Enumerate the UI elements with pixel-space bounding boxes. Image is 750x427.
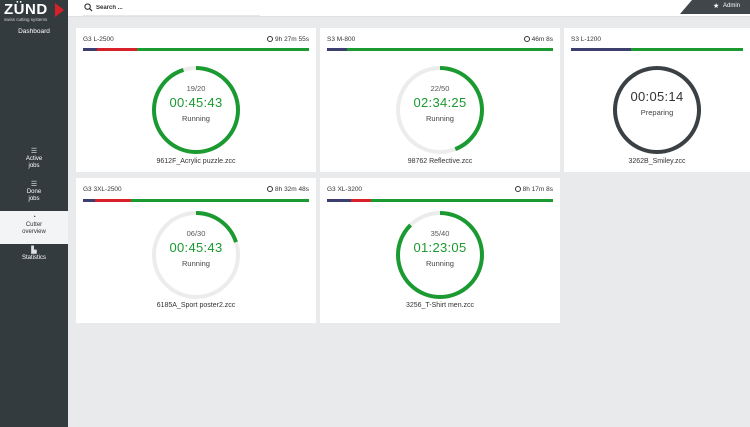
card-header: G3 XL-3200 8h 17m 8s xyxy=(327,186,553,196)
job-timer: 00:05:14 xyxy=(630,89,684,104)
progress-ring: 00:05:14 Preparing xyxy=(611,64,703,156)
clock-icon xyxy=(267,36,274,42)
job-status: Running xyxy=(426,259,454,268)
cutter-runtime: 46m 8s xyxy=(523,36,553,43)
cutter-runtime: 8h 32m 48s xyxy=(267,186,309,193)
cutter-runtime: 8h 17m 8s xyxy=(514,186,553,193)
job-count: 19/20 xyxy=(186,84,206,93)
pie-icon: ◔ xyxy=(31,214,37,221)
chart-icon: ▙ xyxy=(31,247,37,254)
cutter-name: S3 L-1200 xyxy=(571,36,601,43)
progress-arc xyxy=(396,66,484,154)
nav-item-statistics[interactable]: ▙ Statistics xyxy=(0,244,68,264)
card-header: S3 M-800 46m 8s xyxy=(327,36,553,46)
card-header: G3 L-2500 9h 27m 55s xyxy=(83,36,309,46)
logo-tagline: swiss cutting systems xyxy=(4,17,48,22)
status-bar-segment xyxy=(327,48,347,51)
nav-label-line2: jobs xyxy=(28,196,40,202)
search-icon[interactable] xyxy=(84,3,93,12)
cutter-card[interactable]: S3 M-800 46m 8s 22/50 02:34:25 Running 9… xyxy=(320,28,560,172)
clock-icon xyxy=(514,186,521,192)
list-icon: ☰ xyxy=(30,148,38,155)
job-count: 06/30 xyxy=(186,229,206,238)
job-timer: 00:45:43 xyxy=(169,240,223,255)
job-status: Running xyxy=(182,259,210,268)
status-bar xyxy=(571,48,743,51)
status-bar-segment xyxy=(571,48,631,51)
cutter-card[interactable]: G3 L-2500 9h 27m 55s 19/20 00:45:43 Runn… xyxy=(76,28,316,172)
job-file-name[interactable]: 3256_T-Shirt men.zcc xyxy=(405,302,475,309)
search-underline xyxy=(83,15,260,16)
star-icon: ★ xyxy=(713,3,720,10)
user-name: Admin xyxy=(723,3,741,9)
job-count: 35/40 xyxy=(430,229,450,238)
logo-text: ZÜND xyxy=(4,1,48,18)
clock-icon xyxy=(523,36,530,42)
job-file-name[interactable]: 9612F_Acrylic puzzle.zcc xyxy=(156,158,236,165)
list-icon: ☰ xyxy=(30,181,38,188)
cutter-name: S3 M-800 xyxy=(327,36,356,43)
progress-ring: 35/40 01:23:05 Running xyxy=(394,209,486,301)
nav-label-line1: Cutter xyxy=(25,222,43,228)
progress-ring: 06/30 00:45:43 Running xyxy=(150,209,242,301)
logo-arrow-icon xyxy=(55,3,64,17)
status-bar-segment xyxy=(95,199,131,202)
status-bar-segment xyxy=(327,199,351,202)
status-bar-segment xyxy=(97,48,137,51)
runtime-value: 46m 8s xyxy=(531,36,553,43)
runtime-value: 9h 27m 55s xyxy=(275,36,309,43)
search-input[interactable] xyxy=(96,2,266,13)
cutter-card[interactable]: S3 L-1200 00:05:14 Preparing 3262B_Smile… xyxy=(564,28,750,172)
status-bar-segment xyxy=(83,48,97,51)
job-status: Preparing xyxy=(640,108,674,117)
status-bar-segment xyxy=(351,199,371,202)
card-header: S3 L-1200 xyxy=(571,36,743,46)
cutter-name: G3 L-2500 xyxy=(83,36,114,43)
job-timer: 01:23:05 xyxy=(413,240,467,255)
nav-item-cutter-overview[interactable]: ◔ Cutter overview xyxy=(0,211,68,244)
runtime-value: 8h 17m 8s xyxy=(522,186,553,193)
nav-label-line1: Active xyxy=(25,156,43,162)
job-status: Running xyxy=(426,114,454,123)
cutter-card[interactable]: G3 3XL-2500 8h 32m 48s 06/30 00:45:43 Ru… xyxy=(76,178,316,323)
status-bar xyxy=(327,199,553,202)
status-bar xyxy=(83,199,309,202)
nav-label-line2: overview xyxy=(22,229,46,235)
job-status: Running xyxy=(182,114,210,123)
progress-arc xyxy=(613,66,701,154)
status-bar-segment xyxy=(83,199,95,202)
progress-ring: 22/50 02:34:25 Running xyxy=(394,64,486,156)
cutter-card[interactable]: G3 XL-3200 8h 17m 8s 35/40 01:23:05 Runn… xyxy=(320,178,560,323)
dashboard-title: Dashboard xyxy=(18,28,50,35)
nav-item-active-jobs[interactable]: ☰ Active jobs xyxy=(0,145,68,178)
status-bar xyxy=(83,48,309,51)
cutter-name: G3 XL-3200 xyxy=(327,186,363,193)
progress-arc xyxy=(396,211,484,299)
job-file-name[interactable]: 3262B_Smiley.zcc xyxy=(628,158,686,165)
sidebar: ZÜND swiss cutting systems Dashboard ☰ A… xyxy=(0,0,68,427)
nav-label-line1: Done xyxy=(26,189,42,195)
cutter-runtime: 9h 27m 55s xyxy=(267,36,309,43)
job-timer: 00:45:43 xyxy=(169,95,223,110)
progress-arc xyxy=(152,211,240,299)
cutter-name: G3 3XL-2500 xyxy=(83,186,122,193)
card-header: G3 3XL-2500 8h 32m 48s xyxy=(83,186,309,196)
runtime-value: 8h 32m 48s xyxy=(275,186,309,193)
user-menu[interactable]: ★ Admin xyxy=(680,0,750,14)
side-nav: ☰ Active jobs ☰ Done jobs ◔ Cutter overv… xyxy=(0,145,68,264)
job-timer: 02:34:25 xyxy=(413,95,467,110)
nav-label-line1: Statistics xyxy=(21,255,46,261)
nav-label-line2: jobs xyxy=(28,163,40,169)
top-bar: ★ Admin xyxy=(68,0,750,17)
progress-ring: 19/20 00:45:43 Running xyxy=(150,64,242,156)
status-bar xyxy=(327,48,553,51)
zund-logo[interactable]: ZÜND swiss cutting systems xyxy=(4,1,66,25)
progress-arc xyxy=(152,66,240,154)
nav-item-done-jobs[interactable]: ☰ Done jobs xyxy=(0,178,68,211)
clock-icon xyxy=(267,186,274,192)
job-file-name[interactable]: 98762 Reflective.zcc xyxy=(407,158,473,165)
job-file-name[interactable]: 6185A_Sport poster2.zcc xyxy=(156,302,236,309)
job-count: 22/50 xyxy=(430,84,450,93)
